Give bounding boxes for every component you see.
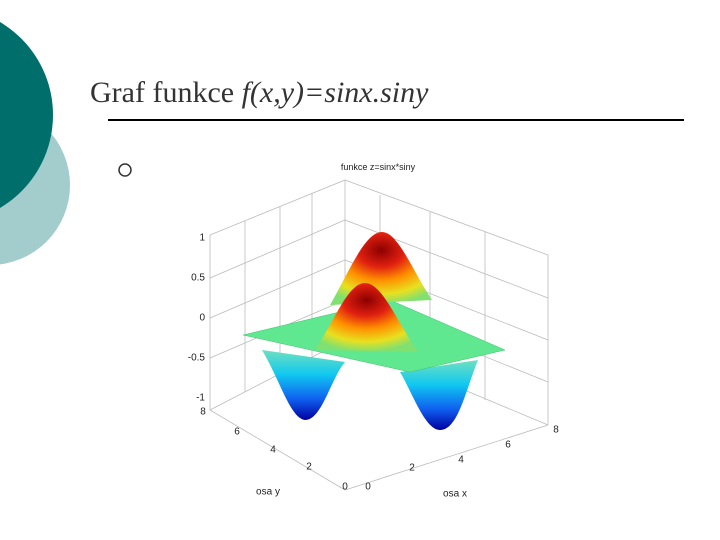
x-tick-label: 0 [365,482,371,493]
x-tick-label: 6 [505,440,511,451]
bullet [118,163,132,177]
surface [242,232,506,430]
y-tick-label: 0 [342,482,348,493]
z-tick-label: -0.5 [188,353,206,364]
title-formula: f(x,y)=sinx.siny [242,76,430,109]
x-tick-label: 2 [409,463,415,474]
z-tick-label: 0.5 [191,273,205,284]
x-tick-label: 8 [553,425,559,436]
y-tick-label: 2 [306,462,312,473]
x-tick-label: 4 [458,455,464,466]
plot-title: funkce z=sinx*siny [341,162,416,172]
y-tick-label: 8 [200,407,206,418]
slide-title: Graf funkce f(x,y)=sinx.siny [90,76,429,109]
tick-labels: 1 0.5 0 -0.5 -1 8 6 4 2 0 0 2 4 6 8 [188,233,559,493]
z-tick-label: 0 [199,313,205,324]
z-tick-label: 1 [199,233,205,244]
decor-circle [0,22,53,208]
y-tick-label: 6 [234,427,240,438]
title-text: Graf funkce [90,76,242,109]
y-axis-label: osa y [256,487,280,498]
x-axis-label: osa x [443,489,467,500]
y-tick-label: 4 [270,445,276,456]
z-tick-label: -1 [196,393,205,404]
